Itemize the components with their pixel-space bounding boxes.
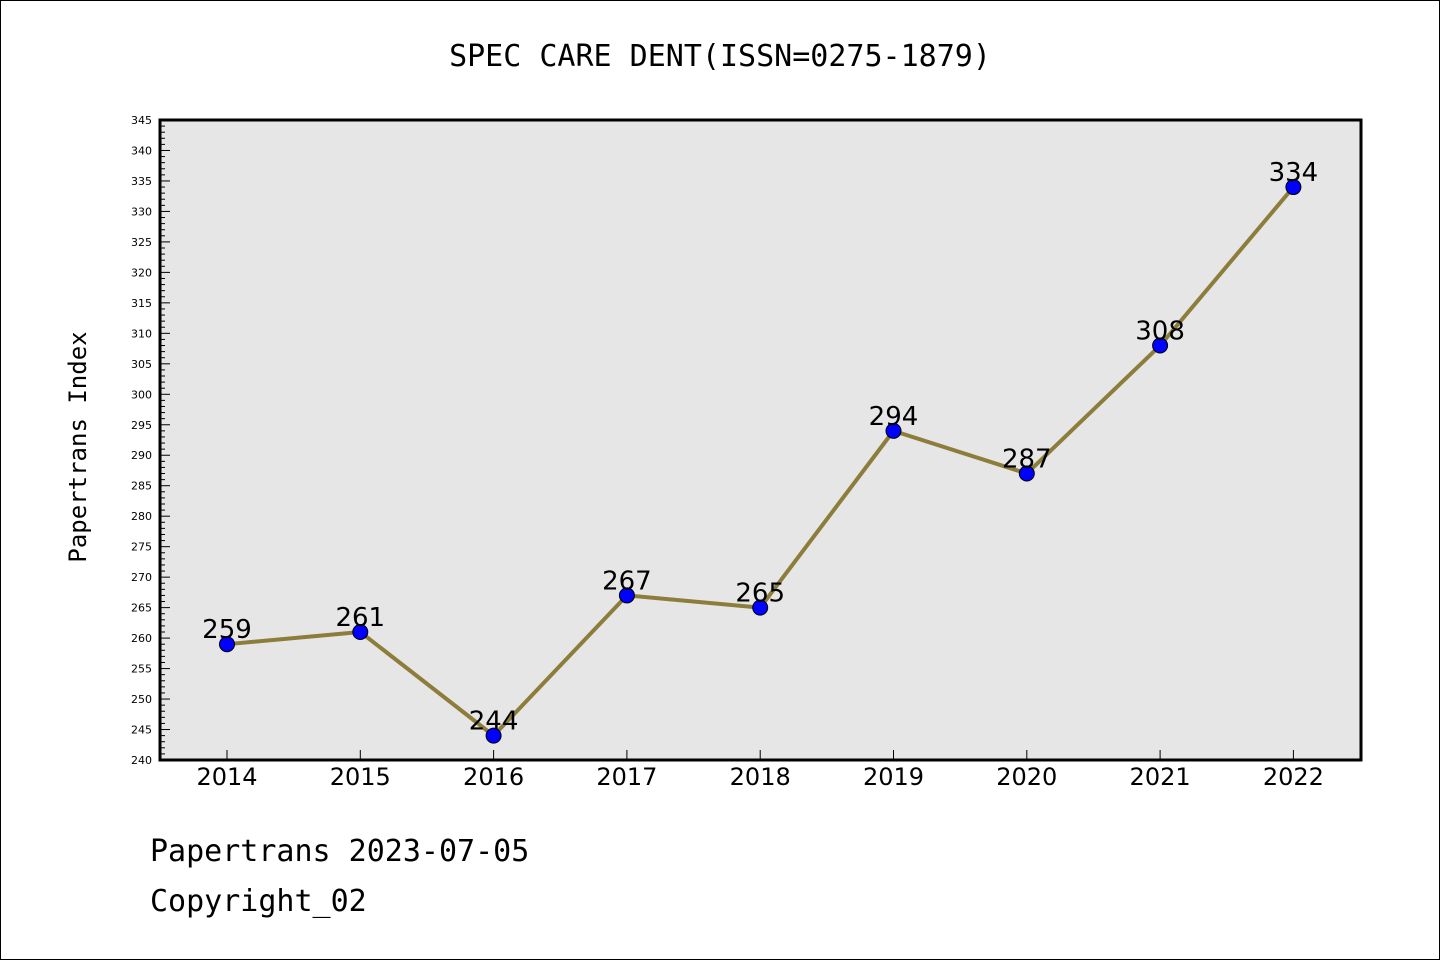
x-tick-label: 2017 xyxy=(596,763,657,791)
y-tick-label: 285 xyxy=(131,480,152,493)
x-tick-label: 2022 xyxy=(1263,763,1324,791)
data-label: 259 xyxy=(202,615,252,645)
y-tick-label: 275 xyxy=(131,541,152,554)
x-tick-label: 2014 xyxy=(196,763,257,791)
data-label: 287 xyxy=(1002,445,1052,475)
y-axis: 240 245 250 255 260 265 270 275 280 285 290 295 300 3… xyxy=(131,114,170,767)
y-tick-label: 280 xyxy=(131,510,152,523)
data-point xyxy=(219,636,235,653)
footer-date: Papertrans 2023-07-05 xyxy=(150,834,530,869)
y-tick-label: 245 xyxy=(131,724,152,737)
y-tick-label: 295 xyxy=(131,419,152,432)
y-tick-label: 325 xyxy=(131,236,152,249)
data-point xyxy=(618,587,635,604)
plot-area xyxy=(160,120,1361,760)
x-tick-label: 2016 xyxy=(463,763,524,791)
x-axis: 2014 2015 2016 2017 2018 2019 2020 2021 2022 xyxy=(196,750,1324,791)
y-tick-label: 315 xyxy=(131,297,152,310)
x-tick-label: 2019 xyxy=(863,763,924,791)
data-point xyxy=(885,422,902,439)
y-tick-label: 320 xyxy=(131,266,152,279)
footer-copyright: Copyright_02 xyxy=(150,884,367,919)
plot-border xyxy=(158,118,1363,762)
y-tick-label: 260 xyxy=(131,632,152,645)
chart-title: SPEC CARE DENT(ISSN=0275-1879) xyxy=(449,39,991,74)
data-point xyxy=(1018,465,1035,482)
y-tick-label: 340 xyxy=(131,144,152,157)
data-label: 308 xyxy=(1135,317,1185,347)
y-tick-label: 330 xyxy=(131,205,152,218)
y-tick-label: 310 xyxy=(131,327,152,340)
x-tick-label: 2020 xyxy=(996,763,1057,791)
y-tick-label: 250 xyxy=(131,693,152,706)
y-tick-label: 305 xyxy=(131,358,152,371)
y-tick-label: 335 xyxy=(131,175,152,188)
series-layer: 259 261 244 267 265 294 287 308 334 xyxy=(202,158,1319,744)
x-tick-label: 2018 xyxy=(730,763,791,791)
x-tick-label: 2015 xyxy=(330,763,391,791)
data-label: 294 xyxy=(869,402,919,432)
y-axis-label: Papertrans Index xyxy=(64,331,92,562)
y-tick-label: 270 xyxy=(131,571,152,584)
data-point xyxy=(752,599,769,616)
data-point xyxy=(485,727,502,744)
y-tick-label: 345 xyxy=(131,114,152,127)
x-tick-label: 2021 xyxy=(1130,763,1191,791)
data-label: 261 xyxy=(335,603,385,633)
y-tick-label: 300 xyxy=(131,388,152,401)
data-label: 334 xyxy=(1269,158,1319,188)
data-point xyxy=(1285,179,1302,196)
data-point xyxy=(1152,337,1169,354)
data-label: 267 xyxy=(602,566,652,596)
data-point xyxy=(352,624,369,640)
y-tick-label: 255 xyxy=(131,663,152,676)
y-tick-label: 265 xyxy=(131,602,152,615)
data-label: 244 xyxy=(469,707,519,737)
y-tick-label: 290 xyxy=(131,449,152,462)
y-tick-label: 240 xyxy=(131,754,152,767)
data-label: 265 xyxy=(735,579,785,609)
